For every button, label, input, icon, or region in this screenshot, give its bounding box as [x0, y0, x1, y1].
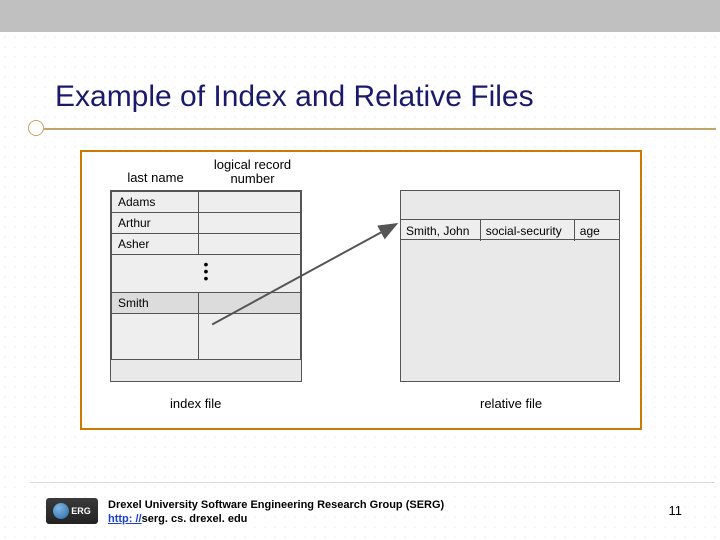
cell-name: Smith	[112, 293, 199, 314]
diagram-frame: last name logical record number Adams Ar…	[80, 150, 642, 430]
footer-url-prefix: http: //	[108, 513, 142, 525]
title-bullet-icon	[28, 120, 44, 136]
cell-num	[199, 293, 301, 314]
index-file-table: Adams Arthur Asher ••• Smith	[111, 191, 301, 360]
slide-footer: ERG Drexel University Software Engineeri…	[0, 486, 720, 526]
cell-num	[199, 213, 301, 234]
footer-divider	[30, 482, 714, 483]
header-last-name: last name	[118, 170, 193, 185]
header-lrn-line1: logical record	[214, 157, 291, 172]
logo-sphere-icon	[53, 503, 69, 519]
caption-index-file: index file	[170, 396, 221, 411]
page-number: 11	[669, 503, 683, 518]
cell-empty	[199, 314, 301, 360]
slide-topbar	[0, 0, 720, 32]
cell-num	[199, 192, 301, 213]
relative-file-record-row: Smith, John social-security age	[401, 219, 619, 240]
vertical-ellipsis-icon: •••	[112, 255, 301, 293]
cell-empty	[112, 314, 199, 360]
header-logical-record-number: logical record number	[200, 158, 305, 186]
cell-relative-name: Smith, John	[401, 220, 480, 241]
cell-relative-age: age	[574, 220, 619, 241]
cell-name: Adams	[112, 192, 199, 213]
table-row-empty	[112, 314, 301, 360]
table-row: Asher	[112, 234, 301, 255]
title-underline	[36, 128, 716, 130]
table-row-ellipsis: •••	[112, 255, 301, 293]
relative-file-box: Smith, John social-security age	[400, 190, 620, 382]
footer-attribution: Drexel University Software Engineering R…	[108, 498, 444, 526]
cell-relative-ssn: social-security	[480, 220, 574, 241]
header-lrn-line2: number	[230, 171, 274, 186]
index-file-box: Adams Arthur Asher ••• Smith	[110, 190, 302, 382]
caption-relative-file: relative file	[480, 396, 542, 411]
footer-org: Drexel University Software Engineering R…	[108, 499, 444, 511]
table-row: Adams	[112, 192, 301, 213]
logo-text: ERG	[71, 506, 91, 516]
cell-num	[199, 234, 301, 255]
table-row-highlight: Smith	[112, 293, 301, 314]
table-row: Arthur	[112, 213, 301, 234]
serg-logo: ERG	[46, 498, 98, 524]
page-title: Example of Index and Relative Files	[55, 80, 534, 114]
cell-name: Arthur	[112, 213, 199, 234]
footer-url: serg. cs. drexel. edu	[142, 513, 248, 525]
cell-name: Asher	[112, 234, 199, 255]
